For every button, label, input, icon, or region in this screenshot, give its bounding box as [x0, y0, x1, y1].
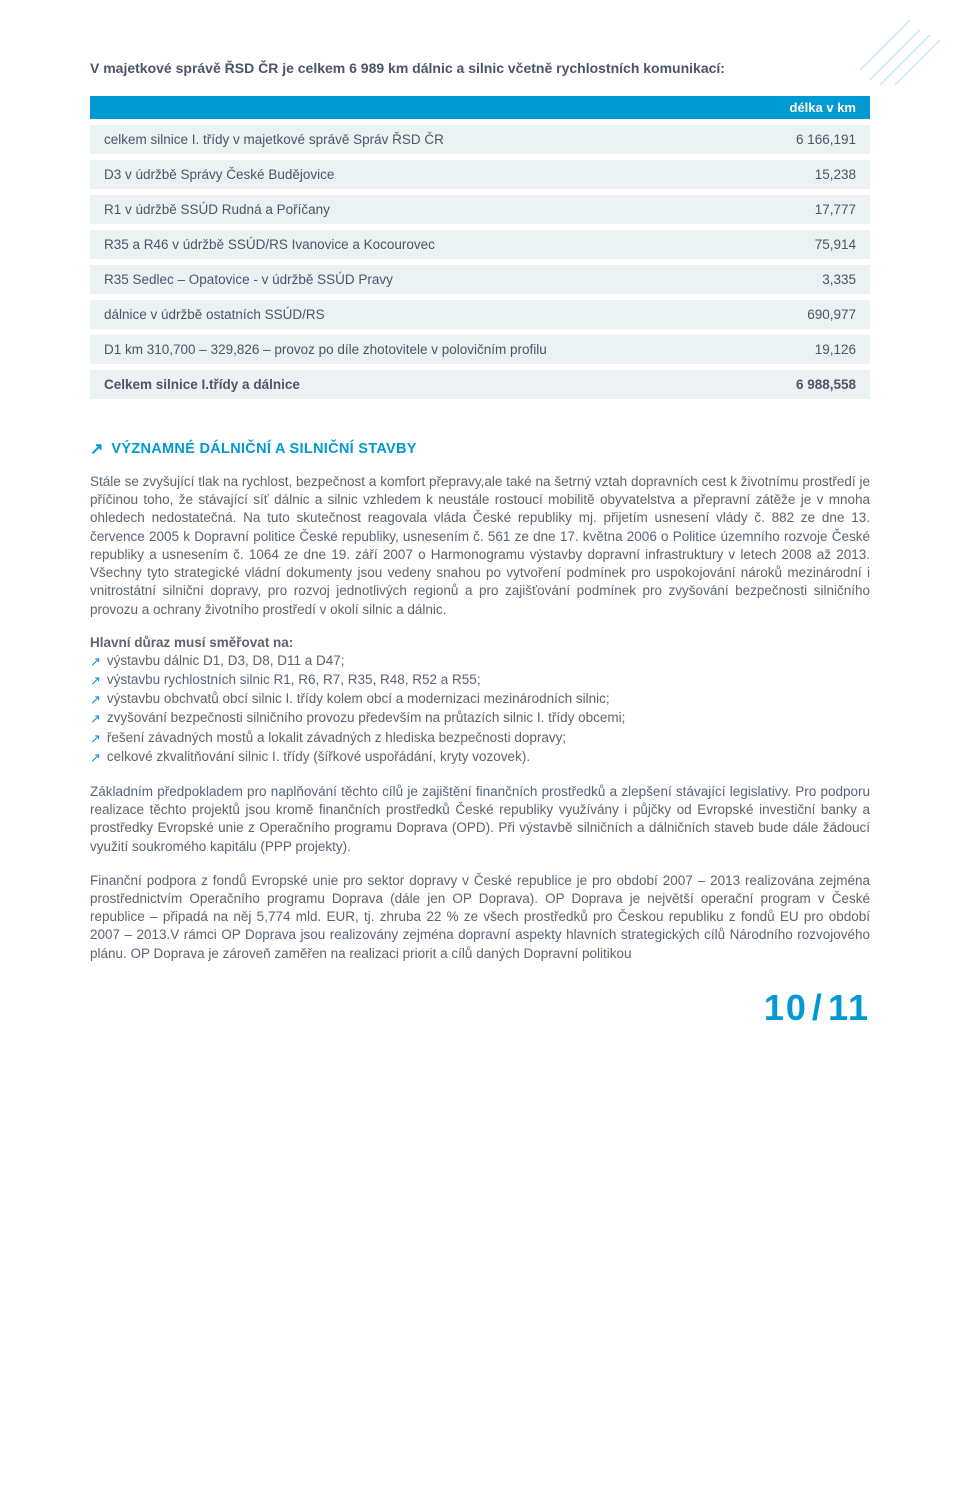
list-item: ↗ zvyšování bezpečnosti silničního provoz… [90, 709, 870, 728]
row-label: R1 v údržbě SSÚD Rudná a Poříčany [90, 195, 740, 224]
list-item-text: výstavbu rychlostních silnic R1, R6, R7,… [107, 671, 481, 690]
decorative-lines [850, 10, 950, 90]
table-row: D3 v údržbě Správy České Budějovice 15,2… [90, 160, 870, 189]
page-number-left: 10 [764, 987, 808, 1028]
list-item-text: výstavbu dálnic D1, D3, D8, D11 a D47; [107, 652, 345, 671]
list-item: ↗ výstavbu dálnic D1, D3, D8, D11 a D47; [90, 652, 870, 671]
table-row: R1 v údržbě SSÚD Rudná a Poříčany 17,777 [90, 195, 870, 224]
row-value: 75,914 [740, 230, 870, 259]
table-row: R35 a R46 v údržbě SSÚD/RS Ivanovice a K… [90, 230, 870, 259]
row-label: celkem silnice I. třídy v majetkové sprá… [90, 125, 740, 154]
list-item: ↗ výstavbu obchvatů obcí silnic I. třídy … [90, 690, 870, 709]
page-number-right: 11 [828, 987, 870, 1028]
row-value: 15,238 [740, 160, 870, 189]
table-row: dálnice v údržbě ostatních SSÚD/RS 690,9… [90, 300, 870, 329]
row-value: 6 166,191 [740, 125, 870, 154]
list-item: ↗ celkové zkvalitňování silnic I. třídy (… [90, 748, 870, 767]
road-network-table: délka v km celkem silnice I. třídy v maj… [90, 96, 870, 399]
intro-text: V majetkové správě ŘSD ČR je celkem 6 98… [90, 60, 870, 76]
page-number-slash: / [808, 987, 828, 1028]
arrow-icon: ↗ [90, 748, 101, 767]
row-label: R35 Sedlec – Opatovice - v údržbě SSÚD P… [90, 265, 740, 294]
arrow-icon: ↗ [90, 671, 101, 690]
table-header-length: délka v km [740, 96, 870, 119]
paragraph-2: Základním předpokladem pro naplňování tě… [90, 783, 870, 856]
emphasis-heading: Hlavní důraz musí směřovat na: [90, 635, 870, 650]
total-label: Celkem silnice I.třídy a dálnice [90, 370, 740, 399]
row-label: D3 v údržbě Správy České Budějovice [90, 160, 740, 189]
paragraph-3: Finanční podpora z fondů Evropské unie p… [90, 872, 870, 963]
section-heading: ↗ VÝZNAMNÉ DÁLNIČNÍ A SILNIČNÍ STAVBY [90, 439, 870, 459]
arrow-icon: ↗ [90, 690, 101, 709]
emphasis-list: ↗výstavbu dálnic D1, D3, D8, D11 a D47; … [90, 652, 870, 767]
row-value: 690,977 [740, 300, 870, 329]
list-item-text: zvyšování bezpečnosti silničního provozu… [107, 709, 626, 728]
table-row: R35 Sedlec – Opatovice - v údržbě SSÚD P… [90, 265, 870, 294]
paragraph-1: Stále se zvyšující tlak na rychlost, bez… [90, 473, 870, 619]
page-number: 10/11 [90, 987, 870, 1029]
row-label: D1 km 310,700 – 329,826 – provoz po díle… [90, 335, 740, 364]
total-value: 6 988,558 [740, 370, 870, 399]
row-label: R35 a R46 v údržbě SSÚD/RS Ivanovice a K… [90, 230, 740, 259]
section-title: VÝZNAMNÉ DÁLNIČNÍ A SILNIČNÍ STAVBY [111, 441, 416, 457]
list-item: ↗ řešení závadných mostů a lokalit závadn… [90, 729, 870, 748]
row-value: 19,126 [740, 335, 870, 364]
list-item-text: výstavbu obchvatů obcí silnic I. třídy k… [107, 690, 610, 709]
arrow-icon: ↗ [90, 439, 103, 459]
row-value: 3,335 [740, 265, 870, 294]
table-row: D1 km 310,700 – 329,826 – provoz po díle… [90, 335, 870, 364]
arrow-icon: ↗ [90, 652, 101, 671]
list-item-text: řešení závadných mostů a lokalit závadný… [107, 729, 566, 748]
row-value: 17,777 [740, 195, 870, 224]
row-label: dálnice v údržbě ostatních SSÚD/RS [90, 300, 740, 329]
table-row: celkem silnice I. třídy v majetkové sprá… [90, 125, 870, 154]
list-item: ↗ výstavbu rychlostních silnic R1, R6, R7… [90, 671, 870, 690]
arrow-icon: ↗ [90, 729, 101, 748]
arrow-icon: ↗ [90, 709, 101, 728]
table-total-row: Celkem silnice I.třídy a dálnice 6 988,5… [90, 370, 870, 399]
table-header-empty [90, 96, 740, 119]
list-item-text: celkové zkvalitňování silnic I. třídy (š… [107, 748, 530, 767]
